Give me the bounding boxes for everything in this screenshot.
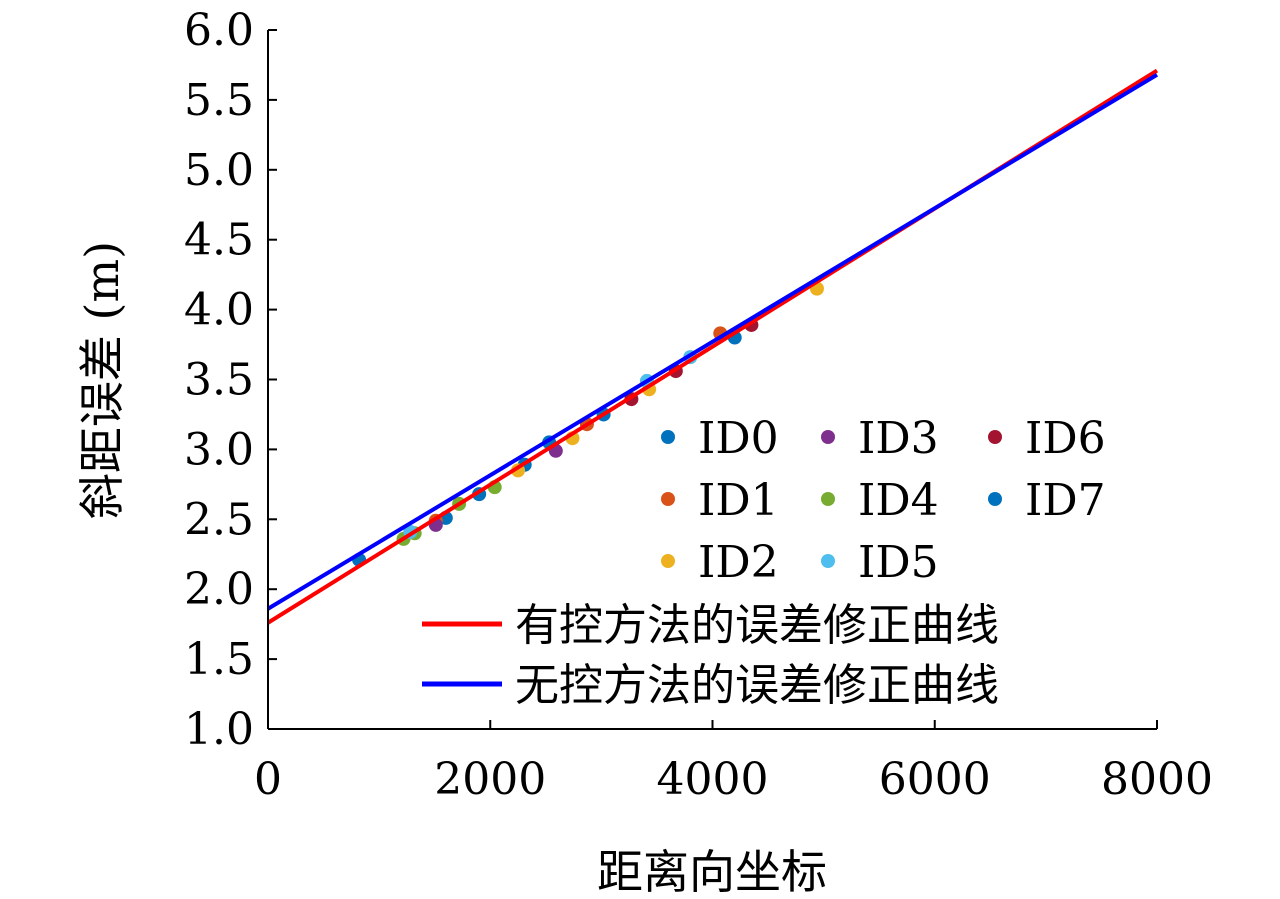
legend-label-id2: ID2 bbox=[698, 537, 779, 588]
x-tick-label: 0 bbox=[254, 754, 282, 805]
axes: 0 2000 4000 6000 8000 1.0 1.5 2.0 2.5 3.0 3.5 4.0 4.… bbox=[184, 5, 1213, 805]
legend-label-id1: ID1 bbox=[698, 475, 779, 526]
y-tick-label: 5.0 bbox=[184, 145, 254, 196]
plot-area bbox=[266, 68, 1159, 625]
legend-marker-id4 bbox=[821, 492, 835, 506]
legend-marker-id5 bbox=[821, 554, 835, 568]
x-tick-label: 2000 bbox=[434, 754, 546, 805]
legend-label-id4: ID4 bbox=[858, 475, 939, 526]
legend-marker-id6 bbox=[988, 430, 1002, 444]
legend-line-label-1: 有控方法的误差修正曲线 bbox=[515, 600, 999, 651]
legend-marker-id0 bbox=[661, 430, 675, 444]
y-tick-label: 4.0 bbox=[184, 285, 254, 336]
legend-label-id3: ID3 bbox=[858, 413, 939, 464]
x-axis-label: 距离向坐标 bbox=[597, 845, 827, 899]
legend-marker-id1 bbox=[661, 492, 675, 506]
y-tick-label: 1.5 bbox=[184, 634, 254, 685]
y-tick-label: 3.0 bbox=[184, 424, 254, 475]
x-tick-label: 8000 bbox=[1101, 754, 1213, 805]
legend-line-label-2: 无控方法的误差修正曲线 bbox=[515, 660, 999, 711]
x-tick-label: 4000 bbox=[657, 754, 769, 805]
y-tick-label: 6.0 bbox=[184, 5, 254, 56]
legend-label-id5: ID5 bbox=[858, 537, 939, 588]
legend: ID0 ID1 ID2 ID3 ID4 ID5 ID6 ID7 有控方法的误差修正曲线无控方法的… bbox=[422, 413, 1106, 711]
y-tick-label: 4.5 bbox=[184, 215, 254, 266]
y-tick-label: 2.0 bbox=[184, 564, 254, 615]
y-tick-label: 2.5 bbox=[184, 494, 254, 545]
legend-label-id0: ID0 bbox=[698, 413, 779, 464]
legend-marker-id3 bbox=[821, 430, 835, 444]
x-tick-label: 6000 bbox=[879, 754, 991, 805]
fit-line-2 bbox=[266, 73, 1159, 611]
legend-label-id7: ID7 bbox=[1025, 475, 1106, 526]
y-tick-label: 1.0 bbox=[184, 704, 254, 755]
legend-marker-id7 bbox=[988, 492, 1002, 506]
y-axis-label: 斜距误差 (m) bbox=[75, 241, 129, 519]
legend-label-id6: ID6 bbox=[1025, 413, 1106, 464]
y-tick-label: 3.5 bbox=[184, 355, 254, 406]
y-tick-label: 5.5 bbox=[184, 75, 254, 126]
legend-marker-id2 bbox=[661, 554, 675, 568]
